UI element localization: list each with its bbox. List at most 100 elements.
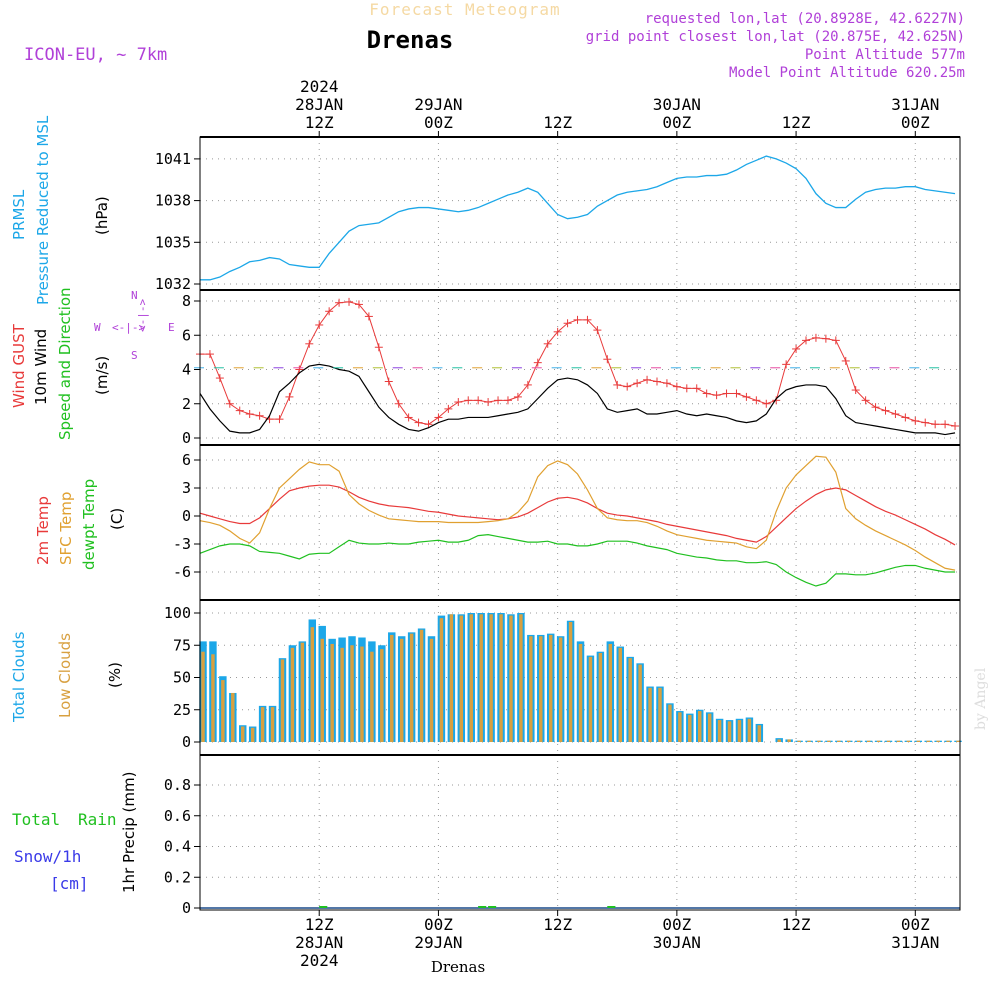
ytick-label-2-3: 3 xyxy=(182,479,191,497)
cloud-labels: Total Clouds Low Clouds (%) xyxy=(10,631,124,723)
bottom-time-label-1-0: 00Z xyxy=(424,915,453,934)
low-cloud-bar-33 xyxy=(529,636,533,742)
ytick-label-3-3: 75 xyxy=(173,636,191,654)
ytick-label-0-0: 1032 xyxy=(155,275,191,293)
low-cloud-bar-63 xyxy=(827,740,831,742)
low-cloud-bar-76 xyxy=(956,740,960,742)
ytick-label-3-1: 25 xyxy=(173,701,191,719)
low-cloud-bar-49 xyxy=(688,714,692,742)
low-cloud-bar-28 xyxy=(479,614,483,742)
precip-bar-1-3 xyxy=(607,906,616,908)
ytick-label-2-2: 0 xyxy=(182,507,191,525)
low-cloud-bar-23 xyxy=(429,638,434,742)
low-cloud-bar-17 xyxy=(370,651,374,742)
low-cloud-bar-40 xyxy=(598,652,603,742)
low-cloud-bar-1 xyxy=(211,654,215,742)
top-time-label-3-0: 30JAN xyxy=(653,95,701,114)
low-cloud-bar-71 xyxy=(906,740,911,742)
low-cloud-bar-11 xyxy=(310,627,315,742)
low-cloud-bar-60 xyxy=(797,740,801,742)
ytick-label-4-1: 0.2 xyxy=(164,868,191,886)
subtitle: Forecast Meteogram xyxy=(369,0,560,19)
low-cloud-bar-29 xyxy=(489,614,493,742)
ytick-label-3-2: 50 xyxy=(173,669,191,687)
low-cloud-bar-50 xyxy=(698,711,702,742)
low-cloud-bar-59 xyxy=(787,739,791,742)
low-cloud-bar-51 xyxy=(707,713,712,742)
low-cloud-bar-38 xyxy=(578,643,583,742)
temp-unit: (C) xyxy=(108,508,126,530)
low-cloud-bar-7 xyxy=(270,707,275,742)
low-cloud-bar-24 xyxy=(439,618,444,742)
precip-bar-1-0 xyxy=(319,906,328,908)
low-cloud-bar-55 xyxy=(747,718,752,742)
bottom-time-label-0-2: 2024 xyxy=(300,951,339,970)
ytick-label-4-3: 0.6 xyxy=(164,807,191,825)
low-cloud-bar-62 xyxy=(817,740,821,742)
model-altitude: Model Point Altitude 620.25m xyxy=(729,65,965,81)
low-cloud-bar-74 xyxy=(936,740,940,742)
low-cloud-bar-22 xyxy=(419,629,424,742)
low-cloud-bar-35 xyxy=(548,634,553,742)
ytick-label-1-0: 0 xyxy=(182,429,191,447)
panel-frame-4 xyxy=(199,754,961,911)
bottom-time-label-1-1: 29JAN xyxy=(414,933,462,952)
low-cloud-bar-53 xyxy=(727,721,732,742)
compass-s: S xyxy=(131,349,138,362)
bottom-time-label-2-0: 12Z xyxy=(543,915,572,934)
low-cloud-bar-54 xyxy=(737,720,742,742)
low-cloud-bar-43 xyxy=(628,658,632,742)
low-cloud-bar-30 xyxy=(499,614,503,742)
pressure-label-prmsl: PRMSL xyxy=(10,189,28,240)
temp-line-2 xyxy=(199,534,956,587)
compass-e: E xyxy=(168,321,175,334)
panel-frame-2 xyxy=(199,444,961,601)
temp-line-0 xyxy=(199,484,956,546)
bottom-time-label-5-1: 31JAN xyxy=(891,933,939,952)
ytick-label-4-4: 0.8 xyxy=(164,776,191,794)
low-cloud-bar-58 xyxy=(777,739,781,742)
low-cloud-bar-16 xyxy=(360,646,364,742)
ytick-label-2-4: 6 xyxy=(182,451,191,469)
cloud-unit: (%) xyxy=(106,662,124,688)
compass-arrow-v: <-|-> xyxy=(136,299,149,332)
precip-bar-1-2 xyxy=(488,906,497,908)
low-cloud-bar-19 xyxy=(390,634,394,742)
temp2m-label: 2m Temp xyxy=(34,496,52,565)
low-cloud-bar-47 xyxy=(668,704,672,742)
grid-layer xyxy=(200,137,960,910)
low-cloud-bar-64 xyxy=(837,740,841,742)
dewpt-label: dewpt Temp xyxy=(80,479,98,570)
pressure-unit: (hPa) xyxy=(93,196,111,235)
low-cloud-bar-56 xyxy=(757,725,762,742)
ytick-label-2-0: -6 xyxy=(173,563,191,581)
top-time-label-0-2: 12Z xyxy=(305,113,334,132)
ytick-label-1-4: 8 xyxy=(182,292,191,310)
low-cloud-bar-37 xyxy=(568,622,573,742)
pressure-line xyxy=(200,155,956,281)
low-cloud-bar-73 xyxy=(926,740,930,742)
compass-arrow-h: <-|-> xyxy=(112,321,145,334)
low-cloud-bar-61 xyxy=(807,740,811,742)
low-cloud-bar-34 xyxy=(539,636,543,742)
bottom-time-label-3-1: 30JAN xyxy=(653,933,701,952)
requested-coords: requested lon,lat (20.8928E, 42.6227N) xyxy=(645,11,965,27)
low-cloud-bar-44 xyxy=(638,664,642,742)
ytick-label-3-4: 100 xyxy=(164,604,191,622)
ytick-label-1-1: 2 xyxy=(182,395,191,413)
low-cloud-bar-15 xyxy=(350,645,354,742)
low-cloud-bar-46 xyxy=(658,687,662,742)
top-time-label-0-1: 28JAN xyxy=(295,95,343,114)
low-cloud-bar-2 xyxy=(221,680,225,742)
wind10m-label: 10m Wind xyxy=(32,329,50,405)
axis-layer: 103210351038104102468-6-3036025507510000… xyxy=(155,77,961,970)
low-cloud-bar-4 xyxy=(241,726,245,742)
wind-unit: (m/s) xyxy=(93,356,111,395)
low-cloud-bar-41 xyxy=(608,643,613,742)
ytick-label-0-1: 1035 xyxy=(155,233,191,251)
ytick-label-3-0: 0 xyxy=(182,733,191,751)
precip-labels: Total Rain Snow/1h [cm] 1hr Precip (mm) xyxy=(12,772,138,893)
compass-w: W xyxy=(94,321,101,334)
low-cloud-bar-9 xyxy=(290,647,295,742)
low-cloud-bar-12 xyxy=(320,638,324,742)
